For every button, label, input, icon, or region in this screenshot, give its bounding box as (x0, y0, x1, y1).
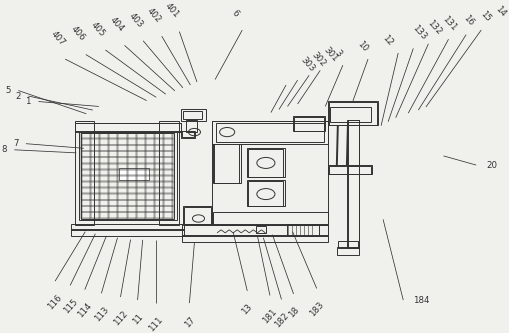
Text: 115: 115 (61, 297, 79, 315)
Text: 113: 113 (92, 305, 110, 323)
Bar (71, 229, 184, 236)
Bar (346, 120, 359, 248)
Bar (213, 212, 327, 225)
Text: 8: 8 (2, 145, 7, 154)
Text: 133: 133 (410, 23, 428, 41)
Bar (337, 241, 357, 248)
Text: 7: 7 (13, 139, 18, 148)
Bar (212, 121, 327, 144)
Bar (182, 132, 193, 137)
Bar (336, 247, 359, 255)
Text: 183: 183 (307, 300, 325, 318)
Bar (293, 117, 323, 131)
Text: 302: 302 (309, 50, 327, 69)
Text: 131: 131 (440, 14, 458, 32)
Text: 301: 301 (321, 45, 339, 64)
Text: 13: 13 (240, 302, 254, 317)
Text: 5: 5 (5, 86, 11, 95)
Text: 404: 404 (108, 15, 126, 34)
Bar (327, 165, 371, 174)
Text: 403: 403 (126, 11, 144, 29)
Bar (256, 226, 266, 233)
Text: 132: 132 (425, 19, 443, 37)
Bar (182, 224, 327, 236)
Text: 184: 184 (412, 296, 429, 305)
Text: 406: 406 (69, 25, 87, 43)
Bar (182, 235, 327, 242)
Text: 10: 10 (355, 39, 369, 54)
Text: 401: 401 (163, 2, 180, 20)
Text: 17: 17 (182, 315, 196, 329)
Text: 111: 111 (147, 315, 164, 333)
Text: 405: 405 (89, 20, 106, 38)
Text: 114: 114 (76, 301, 94, 320)
Text: 11: 11 (130, 312, 145, 326)
Bar (183, 111, 202, 119)
Text: 3: 3 (332, 49, 343, 59)
Bar (181, 131, 194, 138)
Bar (75, 123, 181, 132)
Text: 181: 181 (261, 307, 278, 325)
Bar (328, 102, 376, 125)
Bar (216, 123, 323, 142)
Bar (71, 224, 184, 230)
Bar (286, 224, 319, 236)
Bar (186, 120, 196, 132)
Bar (327, 101, 377, 125)
Text: 15: 15 (478, 9, 492, 23)
Bar (75, 121, 94, 225)
Bar (292, 116, 325, 132)
Bar (214, 144, 239, 183)
Bar (247, 180, 285, 206)
Bar (81, 133, 174, 218)
Text: 12: 12 (380, 33, 394, 48)
Text: 6: 6 (229, 8, 239, 18)
Bar (181, 109, 206, 121)
Bar (75, 123, 181, 132)
Text: 407: 407 (49, 29, 66, 48)
Text: 18: 18 (286, 306, 300, 320)
Bar (328, 166, 371, 173)
Bar (248, 149, 283, 177)
Text: 1: 1 (25, 97, 31, 106)
Bar (347, 121, 358, 247)
Text: 112: 112 (111, 309, 129, 327)
Bar (159, 121, 179, 225)
Bar (330, 107, 370, 122)
Bar (247, 148, 285, 177)
Bar (184, 207, 211, 224)
Text: 182: 182 (272, 311, 290, 329)
Bar (119, 168, 149, 180)
Bar (213, 144, 240, 183)
Text: 20: 20 (485, 161, 496, 169)
Bar (248, 181, 283, 206)
Text: 303: 303 (298, 55, 316, 74)
Text: 2: 2 (15, 92, 21, 101)
Text: 116: 116 (46, 293, 64, 311)
Bar (183, 206, 212, 225)
Text: 16: 16 (460, 13, 474, 28)
Bar (212, 121, 327, 225)
Bar (78, 132, 177, 220)
Text: 14: 14 (493, 4, 507, 18)
Text: 402: 402 (145, 6, 163, 25)
